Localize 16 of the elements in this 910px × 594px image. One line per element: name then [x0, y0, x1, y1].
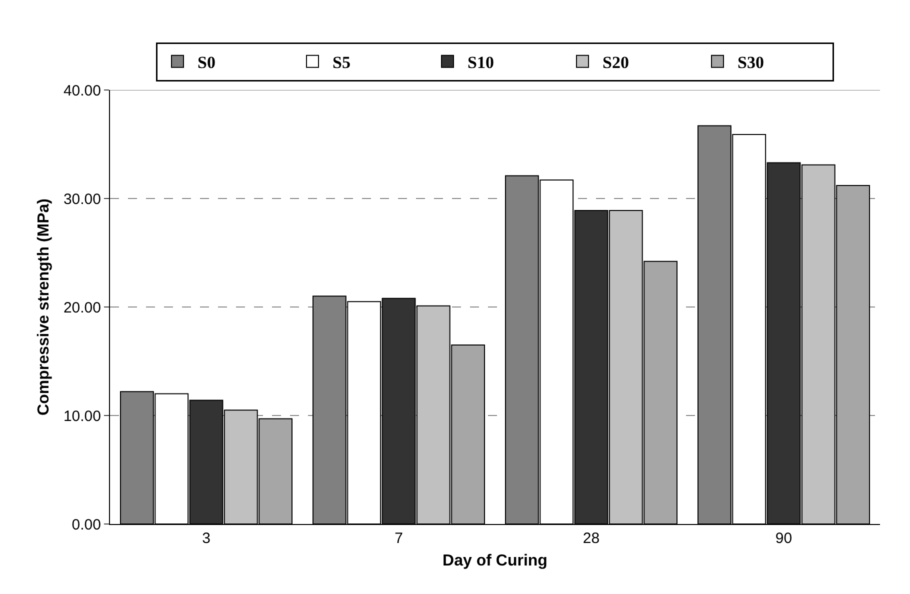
x-tick-label: 28 — [582, 530, 600, 547]
y-tick-label: 10.00 — [63, 408, 101, 425]
x-tick-label: 90 — [775, 530, 792, 547]
legend-label: S20 — [602, 53, 629, 72]
y-tick-label: 40.00 — [63, 82, 101, 100]
legend-label: S30 — [738, 53, 764, 72]
legend-label: S0 — [198, 53, 216, 72]
legend-label: S5 — [332, 53, 350, 72]
y-tick-label: 30.00 — [63, 190, 101, 208]
y-tick-label: 20.00 — [63, 299, 101, 316]
x-tick-label: 3 — [202, 530, 210, 547]
x-axis-title: Day of Curing — [442, 552, 548, 570]
legend-label: S10 — [468, 53, 494, 72]
y-axis-title: Compressive strength (MPa) — [35, 198, 52, 416]
y-tick-label: 0.00 — [72, 516, 101, 534]
x-tick-label: 7 — [394, 530, 403, 547]
